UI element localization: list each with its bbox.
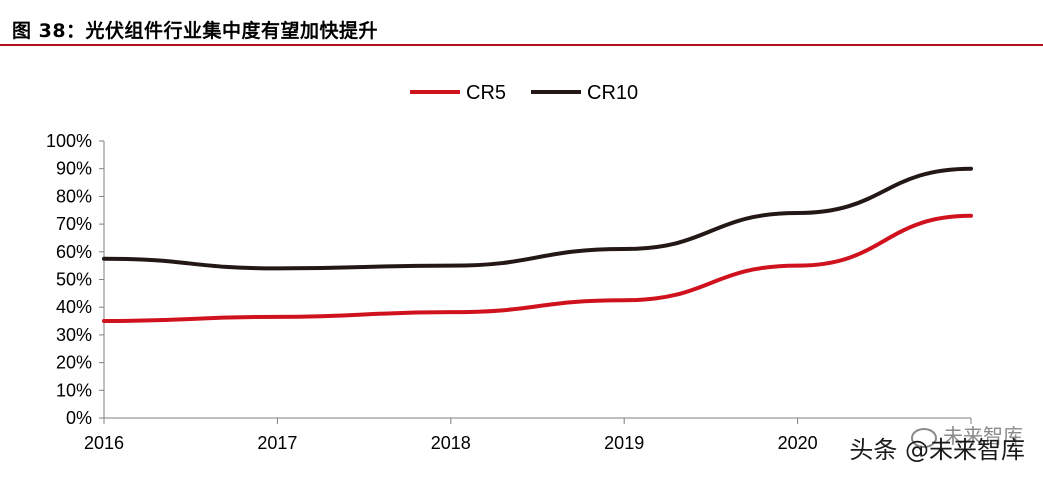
figure-title: 图 38：光伏组件行业集中度有望加快提升	[12, 20, 379, 42]
watermark: 头条 @未来智库	[849, 430, 1025, 465]
y-tick-label: 90%	[56, 159, 92, 179]
series-line-cr10	[102, 166, 973, 271]
title-rule	[0, 44, 1043, 46]
watermark-brand: 未来智库	[911, 420, 1023, 449]
chat-bubble-icon	[911, 427, 937, 448]
y-tick-label: 50%	[56, 270, 92, 290]
x-axis: 2016 2017 2018 2019 2020	[84, 417, 972, 453]
y-tick-label: 60%	[56, 242, 92, 262]
chart-legend: CR5 CR10	[410, 82, 638, 104]
y-tick-label: 70%	[56, 214, 92, 234]
x-tick-label: 2017	[257, 433, 297, 453]
x-tick-label: 2016	[84, 433, 124, 453]
legend-label-cr5: CR5	[466, 82, 506, 104]
y-tick-label: 20%	[56, 353, 92, 373]
x-tick-label: 2019	[604, 433, 644, 453]
watermark-brand-text: 未来智库	[943, 426, 1023, 448]
y-tick-label: 100%	[46, 131, 92, 151]
y-tick-label: 10%	[56, 380, 92, 400]
y-tick-label: 80%	[56, 186, 92, 206]
watermark-handle: 头条 @未来智库	[849, 436, 1025, 464]
y-tick-label: 40%	[56, 297, 92, 317]
y-axis: 0% 10% 20% 30% 40% 50% 60% 70% 80% 90% 100%	[46, 131, 105, 428]
y-tick-label: 0%	[66, 408, 92, 428]
legend-label-cr10: CR10	[587, 82, 638, 104]
plot-area	[102, 166, 973, 324]
series-line-cr5	[102, 213, 973, 324]
x-tick-label: 2018	[431, 433, 471, 453]
x-tick-label: 2020	[778, 433, 818, 453]
y-tick-label: 30%	[56, 325, 92, 345]
